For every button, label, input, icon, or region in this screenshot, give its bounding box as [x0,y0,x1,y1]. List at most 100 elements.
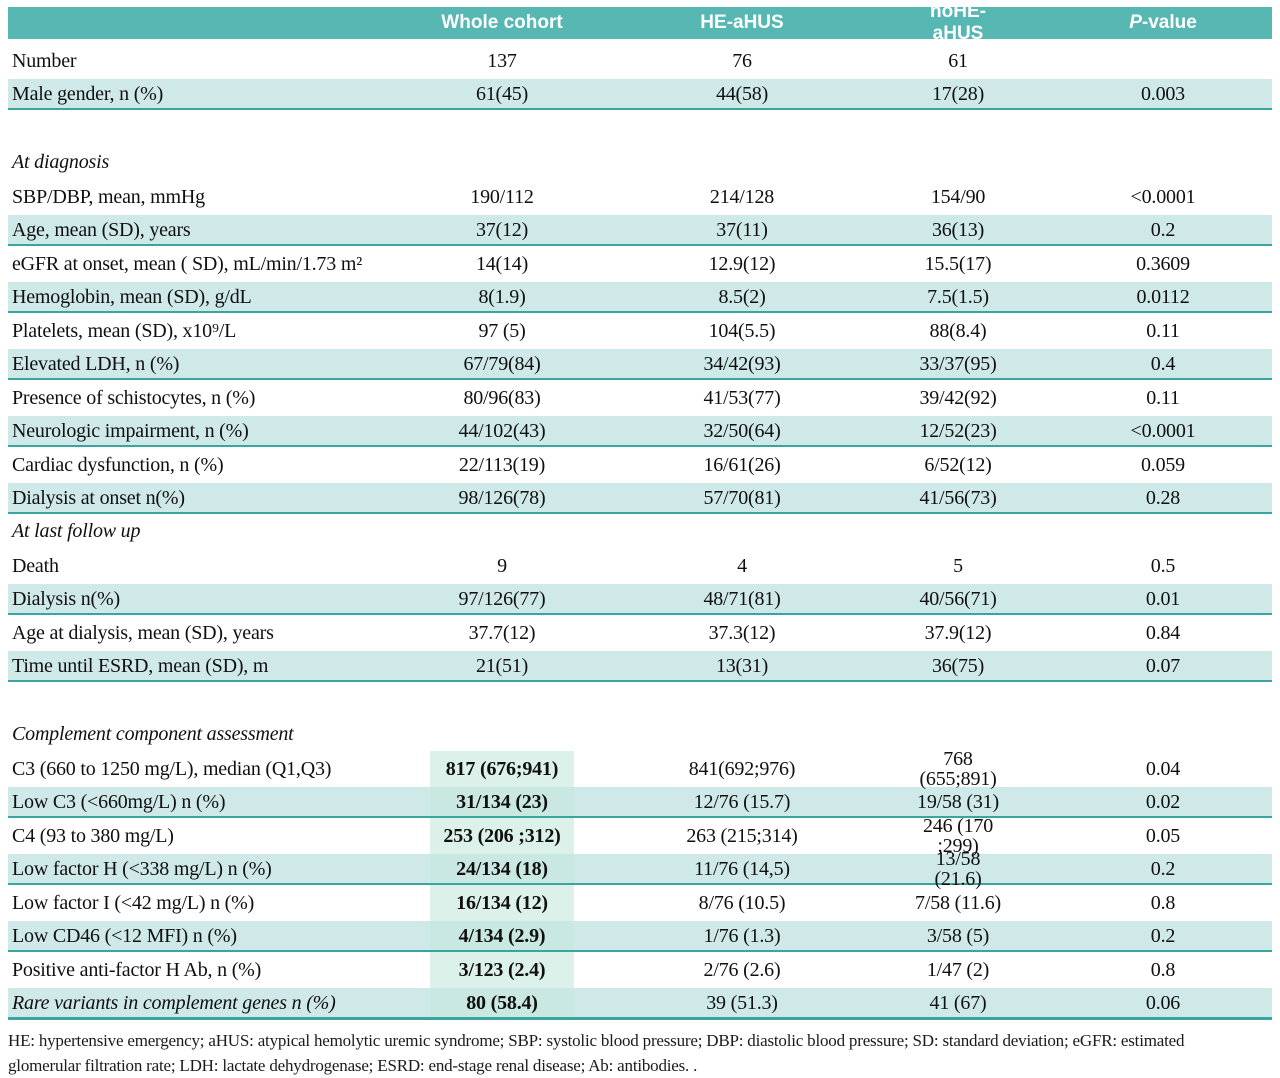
cell-he-ahus: 34/42(93) [703,352,781,375]
cell-nohe-ahus: 15.5(17) [924,253,992,275]
row-label: Dialysis at onset n(%) [12,486,185,509]
cell-p-value: 0.2 [1150,857,1176,880]
cell-whole-cohort: 67/79(84) [463,352,541,375]
section-header-row: Complement component assessment [8,717,1272,751]
table-row: Dialysis n(%) 97/126(77) 48/71(81) 40/56(71… [8,584,1272,615]
header-p-value: P -value [1054,7,1272,39]
cell-he-ahus: 104(5.5) [708,320,776,342]
cell-p-value [1054,43,1272,79]
cell-nohe-ahus: 41/56(73) [919,486,997,509]
cell-nohe-ahus: 88(8.4) [929,320,987,342]
cell-p-value: 0.04 [1145,758,1181,780]
cell-whole-cohort: 14(14) [475,253,529,275]
cell-whole-cohort: 253 (206 ;312) [430,818,574,854]
row-label: SBP/DBP, mean, mmHg [12,186,205,208]
table-row: Low C3 (<660mg/L) n (%) 31/134 (23) 12/76 … [8,787,1272,818]
footnote: HE: hypertensive emergency; aHUS: atypic… [8,1020,1272,1078]
cell-p-value: 0.059 [1140,454,1185,476]
cell-whole-cohort: 98/126(78) [458,486,546,509]
cell-nohe-ahus: 36(13) [931,218,985,241]
row-label: Low CD46 (<12 MFI) n (%) [12,924,237,947]
header-whole-cohort: Whole cohort [441,12,563,33]
cell-he-ahus: 57/70(81) [703,486,781,509]
table-row: Neurologic impairment, n (%) 44/102(43) 32… [8,416,1272,447]
table-row: Number 137 76 61 [8,43,1272,79]
table-row: C3 (660 to 1250 mg/L), median (Q1,Q3) 817… [8,749,1272,789]
cell-he-ahus: 12.9(12) [708,253,776,275]
spacer-row [8,682,1272,717]
cell-whole-cohort: 44/102(43) [458,419,546,442]
cell-whole-cohort: 16/134 (12) [430,885,574,921]
cell-he-ahus: 841(692;976) [688,758,796,780]
cell-nohe-ahus: 13/58 (21.6) [934,847,982,890]
cell-he-ahus: 76 [732,50,752,72]
cell-p-value: 0.2 [1150,218,1176,241]
table-row: Male gender, n (%) 61(45) 44(58) 17(28) 0.00… [8,79,1272,110]
cell-he-ahus: 8.5(2) [718,285,766,308]
cell-he-ahus: 37(11) [716,218,768,241]
table-row: Platelets, mean (SD), x10⁹/L 97 (5) 104(5.… [8,313,1272,349]
cell-whole-cohort: 817 (676;941) [430,751,574,787]
section-header-row: At last follow up [8,514,1272,548]
cell-whole-cohort: 37(12) [475,218,529,241]
table-row: C4 (93 to 380 mg/L) 253 (206 ;312) 263 (21… [8,816,1272,856]
cell-he-ahus: 4 [737,555,747,577]
row-label: C3 (660 to 1250 mg/L), median (Q1,Q3) [12,758,332,780]
table-header: Whole cohort HE-aHUS noHE-aHUS P -value [8,1,1272,44]
cell-whole-cohort: 31/134 (23) [430,787,574,816]
row-label: Low factor I (<42 mg/L) n (%) [12,892,255,914]
spacer-row [8,110,1272,145]
cell-he-ahus: 13(31) [715,654,769,677]
cell-p-value: 0.0112 [1136,285,1190,308]
section-header-label: Complement component assessment [12,723,294,745]
header-row-label-column [8,7,430,39]
cell-nohe-ahus: 17(28) [931,82,985,105]
cell-nohe-ahus: 7/58 (11.6) [915,892,1001,914]
cell-whole-cohort: 37.7(12) [468,622,536,644]
table-body: Number 137 76 61 Male gender, n (%) 61(45) 44(… [8,43,1272,1020]
cell-whole-cohort: 80 (58.4) [430,988,574,1017]
cell-whole-cohort: 3/123 (2.4) [430,952,574,988]
cell-p-value: 0.8 [1150,892,1176,914]
cell-he-ahus: 39 (51.3) [706,991,778,1014]
row-label: eGFR at onset, mean ( SD), mL/min/1.73 m… [12,253,362,275]
cell-p-value: 0.01 [1145,587,1181,610]
cell-nohe-ahus: 37.9(12) [924,622,992,644]
footnote-line-1: HE: hypertensive emergency; aHUS: atypic… [8,1031,1185,1050]
cell-he-ahus: 12/76 (15.7) [693,790,791,813]
cell-whole-cohort: 22/113(19) [458,454,546,476]
cell-p-value: 0.003 [1140,82,1185,105]
cell-nohe-ahus: 36(75) [931,654,985,677]
cell-p-value: 0.11 [1146,320,1180,342]
row-label: Time until ESRD, mean (SD), m [12,654,269,677]
row-label: Dialysis n(%) [12,587,120,610]
table-row: Low CD46 (<12 MFI) n (%) 4/134 (2.9) 1/76 … [8,921,1272,952]
row-label: Neurologic impairment, n (%) [12,419,249,442]
cell-nohe-ahus: 12/52(23) [919,419,997,442]
cell-p-value: 0.84 [1145,622,1181,644]
cell-he-ahus: 32/50(64) [703,419,781,442]
cell-whole-cohort: 9 [497,555,507,577]
cell-nohe-ahus: 41 (67) [929,991,987,1014]
cell-he-ahus: 8/76 (10.5) [698,892,786,914]
cell-whole-cohort: 8(1.9) [478,285,526,308]
cell-he-ahus: 41/53(77) [703,387,781,409]
row-label: Presence of schistocytes, n (%) [12,387,256,409]
cell-nohe-ahus: 33/37(95) [919,352,997,375]
table-row: Hemoglobin, mean (SD), g/dL 8(1.9) 8.5(2) 7… [8,282,1272,313]
table-row: Low factor H (<338 mg/L) n (%) 24/134 (18… [8,847,1272,890]
row-label: Death [12,555,59,577]
cell-he-ahus: 44(58) [715,82,769,105]
header-p-value-rest: -value [1141,12,1197,33]
section-header-label: At last follow up [12,520,141,542]
cell-nohe-ahus: 5 [953,555,963,577]
cell-nohe-ahus: 154/90 [930,186,986,208]
cell-nohe-ahus: 61 [948,50,968,72]
cell-nohe-ahus: 6/52(12) [924,454,992,476]
row-label: C4 (93 to 380 mg/L) [12,825,174,847]
table-row: Positive anti-factor H Ab, n (%) 3/123 (2… [8,952,1272,988]
header-p-value-italic-p: P [1129,12,1142,33]
cell-p-value: 0.8 [1150,959,1176,981]
cell-whole-cohort: 97 (5) [478,320,526,342]
